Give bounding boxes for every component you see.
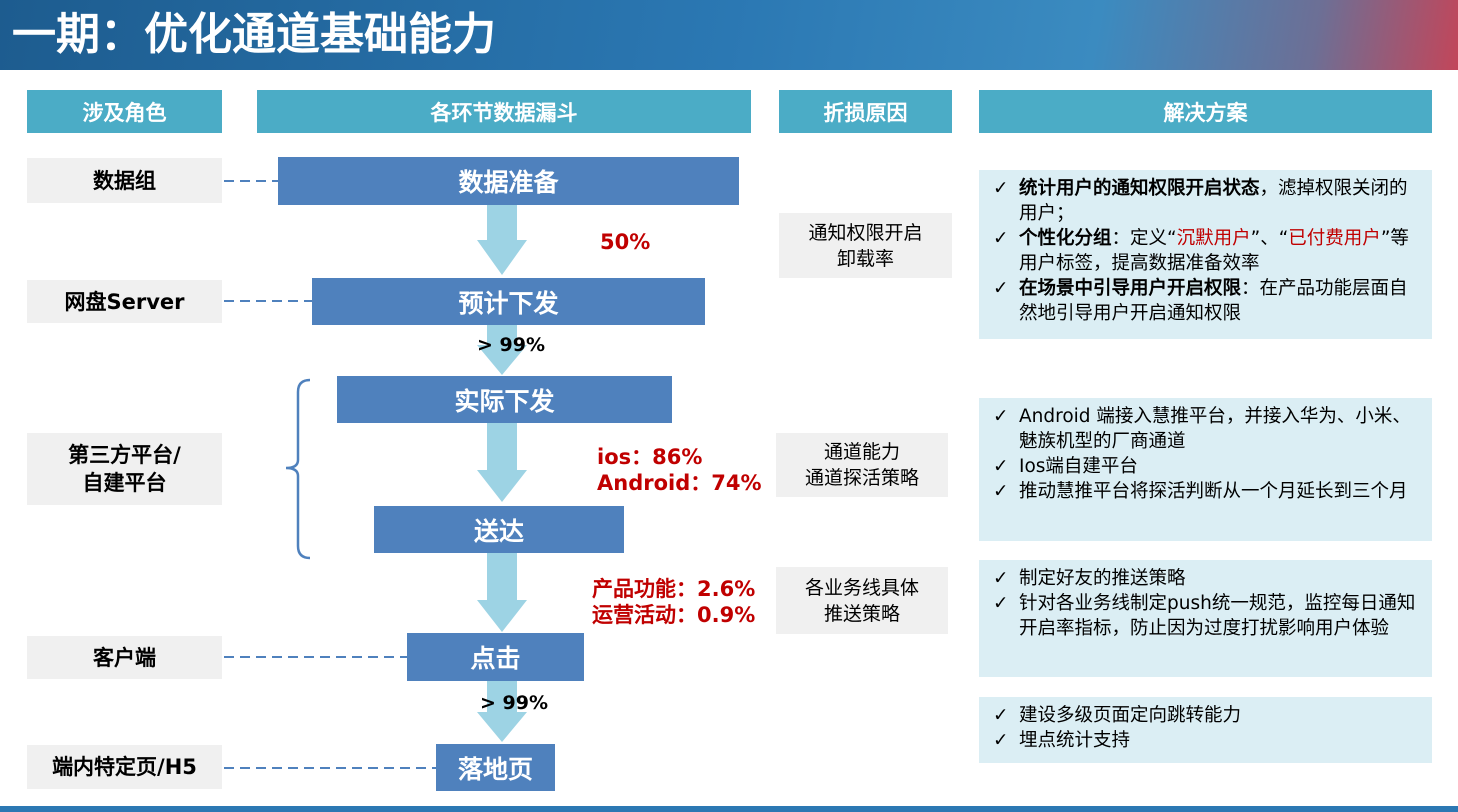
solution-item: 推动慧推平台将探活判断从一个月延长到三个月 <box>993 479 1418 504</box>
column-header: 涉及角色 <box>27 90 222 133</box>
funnel-stage: 预计下发 <box>312 278 705 325</box>
conversion-rate: > 99% <box>480 692 549 714</box>
reason-text: 通知权限开启 <box>808 221 923 244</box>
text: ：在产品功能层面自然地引导用户开启通知权限 <box>1019 278 1408 324</box>
footer-bar <box>0 806 1458 812</box>
loss-reason: 通道能力通道探活策略 <box>776 433 948 497</box>
conversion-rate: Android：74% <box>597 471 762 495</box>
role-text: 客户端 <box>93 645 156 670</box>
conversion-rates: ios：86% Android：74% <box>597 444 762 496</box>
role-text: 自建平台 <box>82 471 167 495</box>
solution-item: 制定好友的推送策略 <box>993 566 1418 591</box>
dashed-links <box>224 180 436 769</box>
solution-item: 个性化分组：定义“沉默用户”、“已付费用户”等用户标签，提高数据准备效率 <box>993 226 1418 276</box>
solution-item: Ios端自建平台 <box>993 454 1418 479</box>
text: ，滤掉权限关闭的用户； <box>1019 178 1408 224</box>
role-text: 端内特定页/H5 <box>52 755 197 779</box>
solution-item: 在场景中引导用户开启权限：在产品功能层面自然地引导用户开启通知权限 <box>993 276 1418 326</box>
role: 网盘Server <box>27 280 222 323</box>
arrow <box>477 205 527 275</box>
bracket <box>285 378 311 560</box>
text: ”、“ <box>1250 228 1289 249</box>
conversion-rate: 50% <box>600 230 651 254</box>
title-banner <box>0 0 1458 70</box>
solution-box: 统计用户的通知权限开启状态，滤掉权限关闭的用户； 个性化分组：定义“沉默用户”、… <box>979 170 1432 339</box>
loss-reason: 各业务线具体 推送策略 <box>776 567 948 634</box>
reason-text: 卸载率 <box>836 247 894 270</box>
bold-text: 在场景中引导用户开启权限 <box>1019 278 1242 299</box>
red-text: 沉默用户 <box>1176 228 1251 249</box>
role: 数据组 <box>27 158 222 203</box>
funnel-stage: 落地页 <box>436 744 555 791</box>
role: 客户端 <box>27 636 222 679</box>
slide-title: 一期：优化通道基础能力 <box>12 9 496 60</box>
reason-text: 通道能力 <box>823 441 900 463</box>
conversion-rate: 运营活动：0.9% <box>592 603 756 627</box>
column-header: 解决方案 <box>979 90 1432 133</box>
funnel-stage: 送达 <box>374 506 624 553</box>
arrow <box>477 553 527 632</box>
role-text: 第三方平台/ <box>68 443 181 467</box>
funnel-stage: 实际下发 <box>337 376 672 423</box>
solution-item: Android 端接入慧推平台，并接入华为、小米、魅族机型的厂商通道 <box>993 404 1418 454</box>
funnel-stage: 数据准备 <box>278 157 739 205</box>
solution-item: 埋点统计支持 <box>993 728 1418 753</box>
solution-item: 建设多级页面定向跳转能力 <box>993 703 1418 728</box>
bold-text: 个性化分组 <box>1019 228 1112 249</box>
reason-text: 各业务线具体 <box>804 576 919 599</box>
column-header: 折损原因 <box>779 90 952 133</box>
role-text: 数据组 <box>93 168 156 193</box>
column-header: 各环节数据漏斗 <box>257 90 751 133</box>
bold-text: 统计用户的通知权限开启状态 <box>1019 178 1260 199</box>
role-text: 网盘Server <box>64 289 185 314</box>
arrow <box>477 681 527 742</box>
text: ”等用户标签，提高数据准备效率 <box>1019 228 1409 274</box>
conversion-rate: 产品功能：2.6% <box>592 577 756 601</box>
conversion-rate: ios：86% <box>597 445 703 469</box>
arrow <box>477 423 527 502</box>
solution-box: Android 端接入慧推平台，并接入华为、小米、魅族机型的厂商通道 Ios端自… <box>979 398 1432 541</box>
arrow <box>477 325 527 375</box>
loss-reason: 通知权限开启 卸载率 <box>779 213 952 278</box>
solution-box: 制定好友的推送策略 针对各业务线制定push统一规范，监控每日通知开启率指标，防… <box>979 560 1432 677</box>
reason-text: 通道探活策略 <box>804 467 919 489</box>
solution-box: 建设多级页面定向跳转能力 埋点统计支持 <box>979 697 1432 763</box>
role: 端内特定页/H5 <box>27 745 222 789</box>
red-text: 已付费用户 <box>1288 228 1381 249</box>
funnel-stage: 点击 <box>407 633 584 681</box>
role: 第三方平台/自建平台 <box>27 433 222 505</box>
conversion-rate: > 99% <box>477 334 546 356</box>
arrows <box>477 205 527 742</box>
conversion-rates: 产品功能：2.6% 运营活动：0.9% <box>592 576 755 628</box>
solution-item: 统计用户的通知权限开启状态，滤掉权限关闭的用户； <box>993 176 1418 226</box>
text: ：定义“ <box>1111 228 1177 249</box>
reason-text: 推送策略 <box>823 602 900 625</box>
solution-item: 针对各业务线制定push统一规范，监控每日通知开启率指标，防止因为过度打扰影响用… <box>993 591 1418 641</box>
